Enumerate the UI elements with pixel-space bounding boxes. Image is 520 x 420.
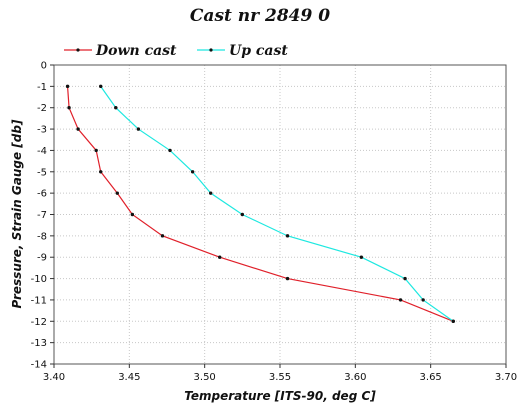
y-tick-label: -14 xyxy=(31,360,47,371)
series-line-down-cast xyxy=(66,86,454,322)
data-point-down-cast xyxy=(160,234,165,238)
data-point-down-cast xyxy=(130,212,135,217)
data-point-up-cast xyxy=(99,84,103,89)
data-point-down-cast xyxy=(99,170,103,174)
series-down-cast xyxy=(65,84,455,323)
x-axis-label: Temperature [ITS-90, deg C] xyxy=(184,389,376,403)
data-point-down-cast xyxy=(65,84,70,89)
y-tick-label: -12 xyxy=(31,317,47,328)
legend-item-down-cast: Down cast xyxy=(64,43,177,59)
data-point-up-cast xyxy=(359,255,364,259)
data-point-down-cast xyxy=(76,127,80,131)
legend: Down cast Up cast xyxy=(64,43,288,59)
y-tick-label: -1 xyxy=(37,82,47,93)
legend-item-up-cast: Up cast xyxy=(197,43,288,59)
x-tick-label: 3.45 xyxy=(118,372,140,383)
y-tick-label: 0 xyxy=(41,61,47,72)
chart-title: Cast nr 2849 0 xyxy=(190,6,330,26)
y-tick-label: -5 xyxy=(37,167,47,178)
x-tick-label: 3.70 xyxy=(495,372,517,383)
series-layer xyxy=(65,84,455,323)
x-tick-label: 3.40 xyxy=(43,372,65,383)
x-axis: 3.40 3.45 3.50 3.55 3.60 3.65 3.70 xyxy=(43,364,517,383)
series-line-up-cast xyxy=(100,86,454,322)
y-axis-label: Pressure, Strain Gauge [db] xyxy=(10,119,24,308)
data-point-down-cast xyxy=(67,106,71,110)
data-point-up-cast xyxy=(451,319,455,323)
data-point-up-cast xyxy=(208,191,213,195)
legend-label-down-cast: Down cast xyxy=(95,43,177,59)
x-tick-label: 3.50 xyxy=(194,372,216,383)
data-point-down-cast xyxy=(94,148,98,153)
y-tick-label: -6 xyxy=(37,189,47,200)
y-tick-label: -2 xyxy=(37,103,47,114)
y-tick-label: -13 xyxy=(31,338,47,349)
y-tick-label: -11 xyxy=(31,295,47,306)
data-point-up-cast xyxy=(285,234,290,238)
y-tick-label: -9 xyxy=(37,253,47,264)
data-point-up-cast xyxy=(114,106,118,110)
y-tick-label: -7 xyxy=(37,210,47,221)
y-tick-label: -4 xyxy=(37,146,47,157)
data-point-down-cast xyxy=(398,298,403,302)
y-tick-label: -8 xyxy=(37,231,47,242)
y-axis: 0 -1 -2 -3 -4 -5 -6 -7 -8 -9 -10 -11 -12 -13 -14 xyxy=(31,61,54,371)
legend-marker-down-cast xyxy=(76,48,80,52)
legend-marker-up-cast xyxy=(209,48,213,52)
gridlines xyxy=(54,65,506,364)
data-point-up-cast xyxy=(240,212,245,217)
data-point-down-cast xyxy=(115,191,119,195)
data-point-up-cast xyxy=(403,276,407,281)
data-point-up-cast xyxy=(168,148,172,153)
y-tick-label: -3 xyxy=(37,125,47,136)
data-point-down-cast xyxy=(285,276,290,281)
x-tick-label: 3.65 xyxy=(420,372,442,383)
x-tick-label: 3.60 xyxy=(344,372,366,383)
data-point-up-cast xyxy=(136,127,141,131)
series-up-cast xyxy=(99,84,455,323)
data-point-up-cast xyxy=(421,298,425,302)
legend-label-up-cast: Up cast xyxy=(229,43,288,59)
y-tick-label: -10 xyxy=(31,274,47,285)
data-point-up-cast xyxy=(190,170,195,174)
data-point-down-cast xyxy=(218,255,222,259)
x-tick-label: 3.55 xyxy=(269,372,291,383)
